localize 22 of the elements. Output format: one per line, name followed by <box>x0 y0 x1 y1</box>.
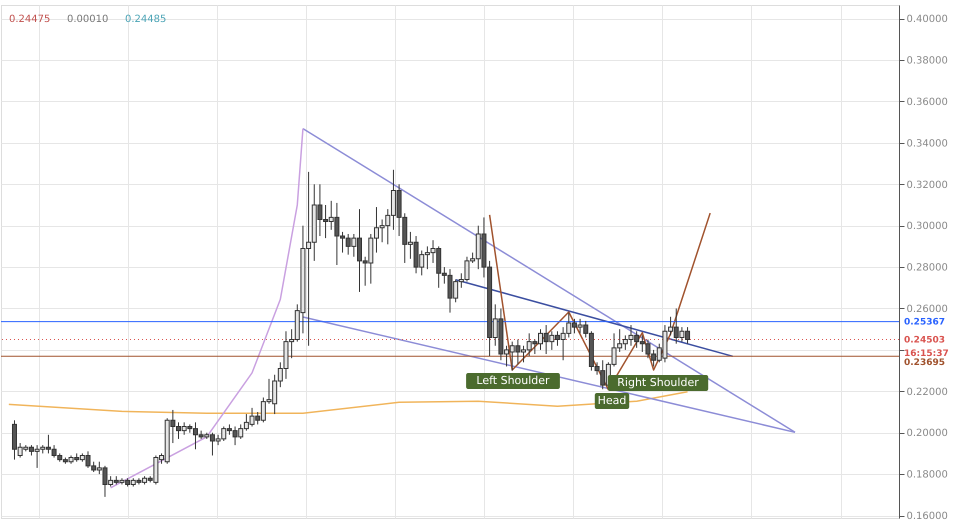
annotation: 0.24485 <box>125 14 166 25</box>
y-tick-label: 0.30000 <box>906 221 948 232</box>
y-tick-label: 0.40000 <box>906 14 948 26</box>
y-tick-label: 0.16000 <box>906 511 948 522</box>
annotation: 0.24475 <box>9 14 50 25</box>
y-tick-label: 0.18000 <box>906 470 948 481</box>
y-tick-label: 0.38000 <box>906 56 948 67</box>
annotation: Right Shoulder <box>617 376 700 389</box>
annotation: 0.00010 <box>67 14 108 25</box>
annotation: Head <box>598 394 626 407</box>
ref-line-label: 0.24503 <box>904 335 945 346</box>
ref-line-label: 0.23695 <box>904 358 945 368</box>
y-tick-label: 0.26000 <box>906 304 948 315</box>
y-tick-label: 0.20000 <box>906 428 948 440</box>
text: 16:15:37 <box>904 349 949 360</box>
y-tick-label: 0.22000 <box>906 386 948 398</box>
ref-line-label: 0.25367 <box>904 318 945 328</box>
y-tick-label: 0.34000 <box>906 138 948 150</box>
y-tick-label: 0.32000 <box>906 180 948 191</box>
y-tick-label: 0.36000 <box>906 96 948 108</box>
y-tick-label: 0.28000 <box>906 262 948 274</box>
annotation: Left Shoulder <box>476 374 550 387</box>
